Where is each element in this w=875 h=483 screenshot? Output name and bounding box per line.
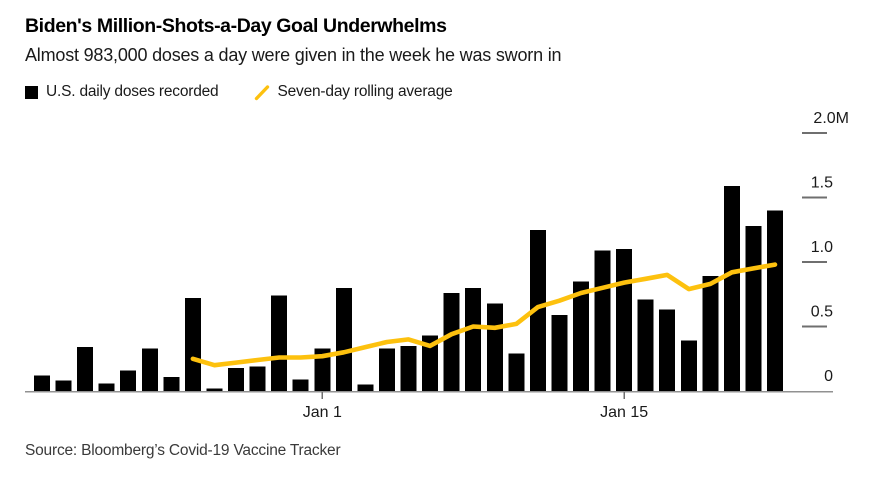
x-axis-label: Jan 1 <box>303 404 342 421</box>
legend: U.S. daily doses recorded Seven-day roll… <box>25 83 453 101</box>
daily-doses-bar <box>745 225 762 391</box>
x-axis-label: Jan 15 <box>600 404 648 421</box>
daily-doses-bar <box>637 299 654 391</box>
daily-doses-bar <box>184 298 201 391</box>
daily-doses-bar <box>529 229 546 391</box>
y-axis-label: 1.0 <box>811 239 833 256</box>
y-axis-label: 0.5 <box>811 304 833 321</box>
daily-doses-bar <box>249 366 266 391</box>
y-axis-label: 2.0M <box>813 110 849 127</box>
daily-doses-bar <box>120 370 137 391</box>
daily-doses-bar <box>594 250 611 391</box>
daily-doses-bar <box>292 379 309 391</box>
daily-doses-bar <box>573 281 589 391</box>
chart-title: Biden's Million-Shots-a-Day Goal Underwh… <box>25 15 447 37</box>
rolling-average-line <box>190 262 778 368</box>
daily-doses-bar <box>680 340 697 391</box>
daily-doses-bar <box>702 276 719 391</box>
daily-doses-bar <box>141 348 158 391</box>
daily-doses-bar <box>206 388 223 391</box>
chart-subtitle: Almost 983,000 doses a day were given in… <box>25 45 562 65</box>
daily-doses-bar <box>228 367 245 391</box>
daily-doses-bar <box>34 375 50 391</box>
legend-bars-label: U.S. daily doses recorded <box>46 83 219 100</box>
bar-series-swatch-icon <box>25 85 38 99</box>
daily-doses-bar <box>659 309 676 391</box>
daily-doses-bar <box>616 249 633 391</box>
daily-doses-bar <box>508 353 525 391</box>
daily-doses-bar <box>335 287 352 391</box>
daily-doses-bar <box>723 185 740 391</box>
daily-doses-bar <box>378 348 395 391</box>
daily-doses-bar <box>422 335 439 391</box>
daily-doses-bar <box>767 210 784 391</box>
daily-doses-bar <box>271 295 288 391</box>
legend-line-label: Seven-day rolling average <box>277 83 453 100</box>
line-series-slash-icon <box>255 84 270 100</box>
daily-doses-bar <box>551 314 568 391</box>
y-axis-label: 0 <box>824 368 833 385</box>
y-axis-label: 1.5 <box>811 175 833 192</box>
daily-doses-bar <box>98 383 115 391</box>
daily-doses-bar <box>77 347 94 391</box>
daily-doses-bar <box>163 376 180 391</box>
daily-doses-bar <box>55 380 72 391</box>
daily-doses-bar <box>465 287 482 391</box>
daily-doses-bar <box>486 303 503 391</box>
daily-doses-bar <box>400 345 417 391</box>
daily-doses-bar <box>357 384 374 391</box>
daily-doses-bar <box>314 348 331 391</box>
daily-doses-bar <box>443 292 460 391</box>
source-note: Source: Bloomberg’s Covid-19 Vaccine Tra… <box>25 442 341 459</box>
